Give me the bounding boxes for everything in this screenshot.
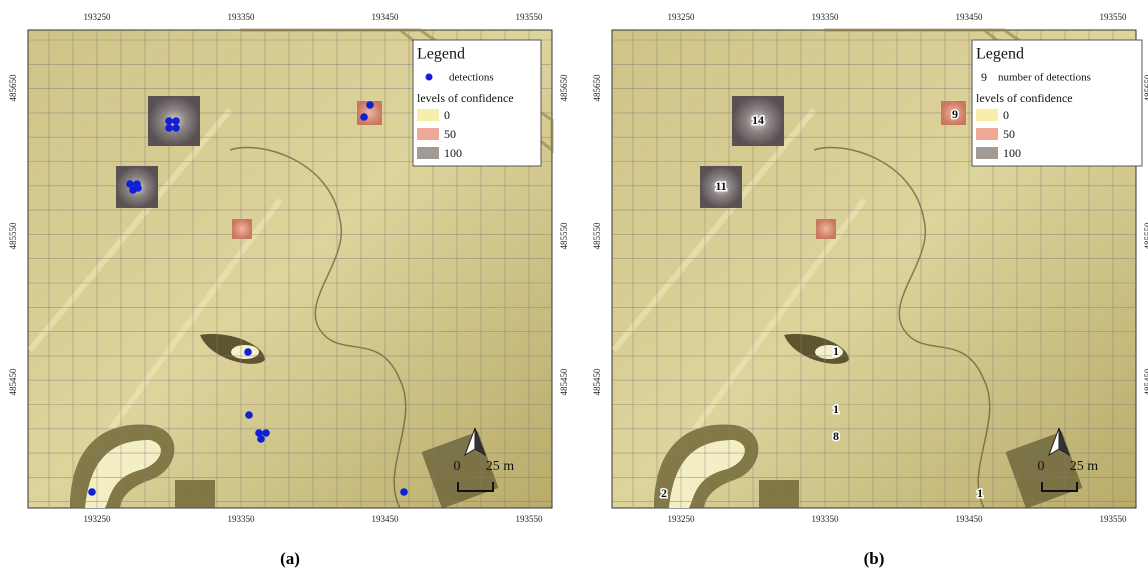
x-tick-label: 193550	[1100, 514, 1128, 524]
y-tick-label: 485450	[559, 368, 569, 396]
detection-count: 8	[833, 429, 839, 443]
detection	[262, 429, 270, 437]
x-tick-label: 193350	[228, 514, 256, 524]
legend-label: 100	[1003, 146, 1021, 160]
figure: 193250 193250 193350 193350 193450 193450 1935…	[0, 0, 1148, 575]
legend-swatch	[417, 147, 439, 159]
structure	[759, 480, 799, 508]
y-tick-label: 485650	[1143, 74, 1148, 102]
legend-swatch	[976, 109, 998, 121]
legend-swatch	[417, 109, 439, 121]
detection	[244, 348, 252, 356]
caption: (a)	[280, 549, 300, 568]
legend-label: 0	[1003, 108, 1009, 122]
x-tick-label: 193350	[812, 514, 840, 524]
legend-swatch	[976, 147, 998, 159]
detection-count: 1	[833, 402, 839, 416]
legend-label: detections	[449, 72, 494, 84]
detection	[134, 184, 142, 192]
y-tick-label: 485450	[8, 368, 18, 396]
legend-symbol: 9	[981, 70, 987, 84]
detection-count: 1	[833, 344, 839, 358]
detection-count: 9	[952, 107, 958, 121]
detection-count: 2	[661, 486, 667, 500]
x-tick-label: 193450	[956, 12, 984, 22]
detection	[245, 411, 253, 419]
legend-title: Legend	[417, 46, 465, 63]
detection	[400, 488, 408, 496]
confidence-50	[232, 219, 252, 239]
map-panel: 193250 193250 193350 193350 193450 193450 1935…	[8, 12, 569, 568]
x-tick-label: 193450	[956, 514, 984, 524]
y-tick-label: 485650	[592, 74, 602, 102]
detection	[88, 488, 96, 496]
y-tick-label: 485550	[559, 222, 569, 250]
detection-count: 14	[752, 113, 764, 127]
map-panel: 193250 193250 193350 193350 193450 193450 1935…	[592, 12, 1148, 568]
legend-swatch	[976, 128, 998, 140]
legend-label: 50	[1003, 127, 1015, 141]
detection-count: 11	[715, 179, 726, 193]
x-tick-label: 193550	[1100, 12, 1128, 22]
legend-label: 50	[444, 127, 456, 141]
y-tick-label: 485550	[1143, 222, 1148, 250]
confidence-50	[816, 219, 836, 239]
x-tick-label: 193350	[228, 12, 256, 22]
legend-swatch	[417, 128, 439, 140]
y-tick-label: 485650	[8, 74, 18, 102]
y-tick-label: 485650	[559, 74, 569, 102]
x-tick-label: 193550	[516, 514, 544, 524]
detection	[360, 113, 368, 121]
x-tick-label: 193350	[812, 12, 840, 22]
legend-symbol	[426, 74, 433, 81]
legend-label: levels of confidence	[976, 91, 1073, 105]
scale-label: 25 m	[1070, 459, 1099, 474]
detection-count: 1	[977, 486, 983, 500]
y-tick-label: 485550	[8, 222, 18, 250]
caption: (b)	[864, 549, 885, 568]
x-tick-label: 193450	[372, 12, 400, 22]
detection	[257, 435, 265, 443]
y-tick-label: 485550	[592, 222, 602, 250]
x-tick-label: 193250	[84, 12, 112, 22]
legend-label: 0	[444, 108, 450, 122]
detection	[172, 124, 180, 132]
scale-label: 0	[454, 459, 461, 474]
detection	[366, 101, 374, 109]
y-tick-label: 485450	[1143, 368, 1148, 396]
x-tick-label: 193250	[668, 12, 696, 22]
scale-label: 25 m	[486, 459, 515, 474]
legend-label: 100	[444, 146, 462, 160]
x-tick-label: 193550	[516, 12, 544, 22]
legend-label: number of detections	[998, 72, 1091, 84]
x-tick-label: 193250	[84, 514, 112, 524]
structure	[175, 480, 215, 508]
detection	[165, 117, 173, 125]
y-tick-label: 485450	[592, 368, 602, 396]
x-tick-label: 193450	[372, 514, 400, 524]
legend-title: Legend	[976, 46, 1024, 63]
x-tick-label: 193250	[668, 514, 696, 524]
scale-label: 0	[1038, 459, 1045, 474]
detection	[165, 124, 173, 132]
legend-label: levels of confidence	[417, 91, 514, 105]
detection	[172, 117, 180, 125]
